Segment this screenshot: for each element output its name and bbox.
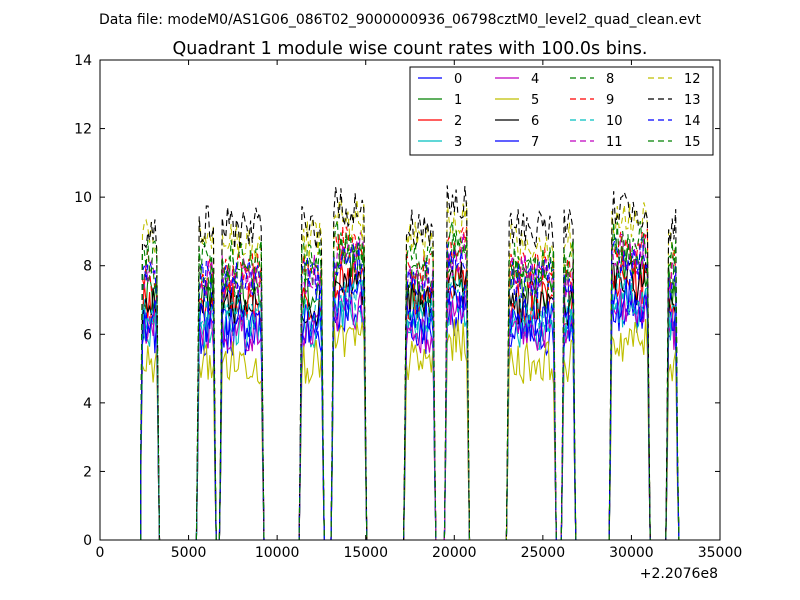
- x-tick-label: 5000: [171, 545, 207, 561]
- series-line-14: [140, 236, 680, 540]
- x-tick-label: 10000: [255, 545, 300, 561]
- legend-label-12: 12: [684, 72, 701, 87]
- x-tick-label: 15000: [343, 545, 388, 561]
- chart-title: Quadrant 1 module wise count rates with …: [173, 39, 648, 59]
- series-layer: [140, 185, 680, 540]
- series-line-7: [140, 278, 680, 540]
- series-line-12: [140, 198, 680, 540]
- x-tick-label: 20000: [432, 545, 477, 561]
- legend-label-1: 1: [454, 93, 462, 108]
- legend-label-5: 5: [531, 93, 539, 108]
- legend-label-2: 2: [454, 114, 462, 129]
- legend-label-10: 10: [606, 114, 623, 129]
- series-line-5: [140, 318, 680, 540]
- legend-label-3: 3: [454, 135, 462, 150]
- series-line-4: [140, 288, 680, 540]
- legend-label-14: 14: [684, 114, 701, 129]
- legend-label-9: 9: [606, 93, 614, 108]
- x-tick-label: 30000: [609, 545, 654, 561]
- legend-label-7: 7: [531, 135, 539, 150]
- series-line-13: [140, 185, 680, 540]
- legend-label-0: 0: [454, 72, 462, 87]
- series-line-2: [140, 260, 680, 540]
- legend-label-4: 4: [531, 72, 539, 87]
- series-line-8: [140, 232, 680, 540]
- y-tick-label: 14: [74, 53, 92, 69]
- y-tick-label: 2: [83, 464, 92, 480]
- x-axis: 0 5000 10000 15000 20000 25000 30000 35000: [96, 60, 743, 561]
- x-tick-label: 25000: [521, 545, 566, 561]
- series-line-15: [140, 220, 680, 540]
- y-tick-label: 0: [83, 533, 92, 549]
- x-tick-label: 0: [96, 545, 105, 561]
- y-tick-label: 8: [83, 259, 92, 275]
- legend-label-8: 8: [606, 72, 614, 87]
- legend-box: [409, 66, 714, 156]
- series-line-11: [140, 231, 680, 540]
- legend-label-13: 13: [684, 93, 701, 108]
- x-tick-label: 35000: [698, 545, 743, 561]
- y-tick-label: 6: [83, 327, 92, 343]
- y-tick-label: 10: [74, 190, 92, 206]
- legend-label-6: 6: [531, 114, 539, 129]
- legend-label-11: 11: [606, 135, 623, 150]
- series-line-10: [140, 270, 680, 540]
- legend-label-15: 15: [684, 135, 701, 150]
- series-line-6: [140, 258, 680, 540]
- y-tick-label: 4: [83, 396, 92, 412]
- data-file-label: Data file: modeM0/AS1G06_086T02_90000009…: [99, 12, 701, 28]
- y-tick-label: 12: [74, 122, 92, 138]
- x-offset-label: +2.2076e8: [640, 566, 718, 582]
- plot-frame: [99, 59, 721, 541]
